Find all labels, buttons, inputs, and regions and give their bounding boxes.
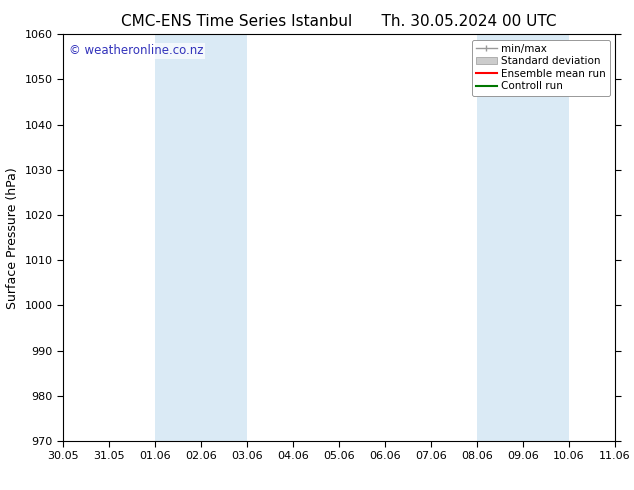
- Bar: [477, 34, 569, 441]
- Bar: [155, 34, 247, 441]
- Title: CMC-ENS Time Series Istanbul      Th. 30.05.2024 00 UTC: CMC-ENS Time Series Istanbul Th. 30.05.2…: [122, 14, 557, 29]
- Text: © weatheronline.co.nz: © weatheronline.co.nz: [69, 45, 204, 57]
- Legend: min/max, Standard deviation, Ensemble mean run, Controll run: min/max, Standard deviation, Ensemble me…: [472, 40, 610, 96]
- Y-axis label: Surface Pressure (hPa): Surface Pressure (hPa): [6, 167, 19, 309]
